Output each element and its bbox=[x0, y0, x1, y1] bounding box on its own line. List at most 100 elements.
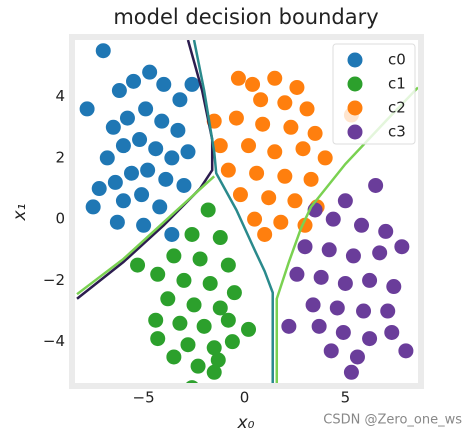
point bbox=[220, 312, 236, 328]
point bbox=[184, 226, 200, 242]
x-tick-label: −5 bbox=[133, 389, 155, 407]
point bbox=[164, 150, 180, 166]
point bbox=[115, 193, 131, 209]
point bbox=[206, 340, 222, 356]
point bbox=[210, 352, 226, 368]
point bbox=[267, 70, 283, 86]
point bbox=[115, 138, 131, 154]
point bbox=[220, 257, 236, 273]
point bbox=[111, 83, 127, 99]
point bbox=[148, 141, 164, 157]
point bbox=[170, 122, 186, 138]
point bbox=[281, 318, 297, 334]
point bbox=[107, 174, 123, 190]
point bbox=[394, 239, 410, 255]
point bbox=[186, 297, 202, 313]
point bbox=[126, 73, 142, 89]
point bbox=[307, 125, 323, 141]
point bbox=[172, 92, 188, 108]
point bbox=[95, 43, 111, 59]
point bbox=[164, 226, 180, 242]
point bbox=[228, 110, 244, 126]
point bbox=[329, 300, 345, 316]
point bbox=[226, 285, 242, 301]
y-tick-label: 2 bbox=[55, 148, 65, 166]
point bbox=[261, 190, 277, 206]
point bbox=[212, 230, 228, 246]
legend-label: c0 bbox=[388, 51, 406, 69]
point bbox=[247, 211, 263, 227]
point bbox=[277, 168, 293, 184]
watermark: CSDN @Zero_one_ws bbox=[323, 413, 462, 428]
point bbox=[241, 138, 257, 154]
point bbox=[166, 248, 182, 264]
point bbox=[166, 349, 182, 365]
point bbox=[184, 76, 200, 92]
point bbox=[158, 171, 174, 187]
point bbox=[91, 181, 107, 197]
point bbox=[192, 251, 208, 267]
point bbox=[142, 64, 158, 80]
point bbox=[172, 315, 188, 331]
x-tick-label: 0 bbox=[240, 389, 250, 407]
point bbox=[150, 266, 166, 282]
legend: c0 c1 c2 c3 bbox=[332, 43, 416, 145]
point bbox=[337, 193, 353, 209]
chart-title: model decision boundary bbox=[113, 5, 378, 29]
point bbox=[325, 211, 341, 227]
point bbox=[123, 165, 139, 181]
point bbox=[317, 150, 333, 166]
point bbox=[212, 300, 228, 316]
point bbox=[305, 297, 321, 313]
legend-marker bbox=[347, 52, 363, 68]
point bbox=[156, 76, 172, 92]
y-axis-label: x₁ bbox=[10, 204, 30, 222]
point bbox=[202, 275, 218, 291]
point bbox=[79, 101, 95, 117]
point bbox=[321, 242, 337, 258]
point bbox=[119, 110, 135, 126]
point bbox=[230, 70, 246, 86]
point bbox=[378, 223, 394, 239]
point bbox=[297, 239, 313, 255]
point bbox=[180, 144, 196, 160]
point bbox=[380, 303, 396, 319]
point bbox=[289, 79, 305, 95]
point bbox=[224, 334, 240, 350]
point bbox=[138, 101, 154, 117]
legend-label: c1 bbox=[388, 75, 406, 93]
point bbox=[241, 321, 257, 337]
point bbox=[372, 245, 388, 261]
y-tick-label: −4 bbox=[43, 332, 65, 350]
point bbox=[354, 217, 370, 233]
point bbox=[289, 266, 305, 282]
point bbox=[311, 318, 327, 334]
point bbox=[99, 150, 115, 166]
point bbox=[134, 187, 150, 203]
point bbox=[257, 226, 273, 242]
point bbox=[220, 162, 236, 178]
point bbox=[140, 162, 156, 178]
point bbox=[130, 257, 146, 273]
point bbox=[273, 214, 289, 230]
decision-boundary bbox=[192, 40, 274, 383]
plot-area bbox=[76, 40, 418, 383]
point bbox=[132, 132, 148, 148]
point bbox=[232, 187, 248, 203]
point bbox=[345, 248, 361, 264]
point bbox=[245, 76, 261, 92]
legend-box bbox=[332, 43, 416, 145]
point bbox=[249, 165, 265, 181]
point bbox=[356, 303, 372, 319]
x-axis-label: x₀ bbox=[237, 413, 255, 433]
point bbox=[152, 199, 168, 215]
legend-marker bbox=[347, 124, 363, 140]
point bbox=[313, 269, 329, 285]
point bbox=[386, 279, 402, 295]
point bbox=[384, 324, 400, 340]
legend-marker bbox=[347, 76, 363, 92]
point bbox=[362, 331, 378, 347]
point bbox=[335, 324, 351, 340]
legend-label: c2 bbox=[388, 99, 406, 117]
